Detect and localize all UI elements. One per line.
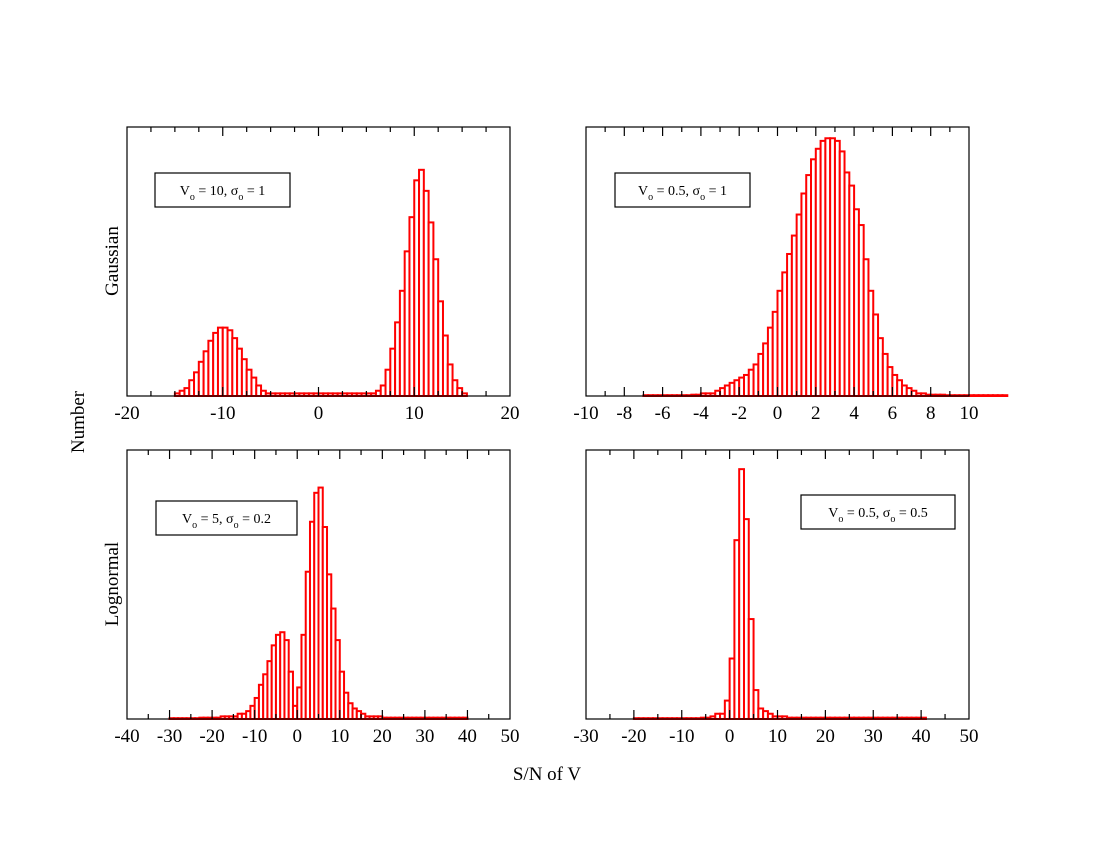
annotation-text: Vo = 5, σo = 0.2 bbox=[182, 512, 271, 531]
x-tick-label: 40 bbox=[912, 726, 931, 747]
x-tick-label: 10 bbox=[330, 726, 349, 747]
annotation-text: Vo = 10, σo = 1 bbox=[180, 184, 265, 203]
histogram-bar bbox=[1001, 394, 1009, 397]
x-tick-label: 40 bbox=[458, 726, 477, 747]
x-tick-label: -10 bbox=[242, 726, 267, 747]
histogram bbox=[632, 468, 927, 721]
annotation-box: Vo = 0.5, σo = 1 bbox=[614, 172, 751, 208]
x-tick-label: -10 bbox=[669, 726, 694, 747]
x-ticks bbox=[147, 450, 490, 719]
y-axis-title: Number bbox=[68, 390, 89, 453]
x-tick-label: 10 bbox=[960, 403, 979, 424]
x-tick-label: 50 bbox=[501, 726, 520, 747]
plot-frame bbox=[126, 126, 511, 397]
annotation-frame bbox=[614, 172, 751, 208]
annotation-box: Vo = 5, σo = 0.2 bbox=[155, 500, 298, 536]
x-tick-label: -8 bbox=[616, 403, 632, 424]
annotation-box: Vo = 10, σo = 1 bbox=[154, 172, 291, 208]
annotation-frame bbox=[800, 494, 956, 530]
panel-gaussian-right: -10 -8 -6 -4 -2 0 2 4 6 8 10 Vo = 0.5, σo = 1 bbox=[573, 126, 1009, 424]
x-tick-label: -10 bbox=[210, 403, 235, 424]
panel-lognormal-left: -40 -30 -20 -10 0 10 20 30 40 50 Vo = 5, σo = 0.2 bbox=[114, 449, 520, 747]
x-tick-label: 4 bbox=[849, 403, 859, 424]
x-tick-label: -4 bbox=[693, 403, 709, 424]
x-tick-label: -20 bbox=[114, 403, 139, 424]
x-ticks bbox=[609, 450, 946, 719]
x-tick-label: -20 bbox=[621, 726, 646, 747]
x-tick-label: -10 bbox=[573, 403, 598, 424]
x-tick-label: 0 bbox=[292, 726, 302, 747]
annotation-frame bbox=[154, 172, 291, 208]
panel-lognormal-right: -30 -20 -10 0 10 20 30 40 50 Vo = 0.5, σo = 0.5 bbox=[573, 449, 979, 747]
x-tick-label: 6 bbox=[888, 403, 898, 424]
x-axis-title: S/N of V bbox=[513, 764, 582, 785]
annotation-text: Vo = 0.5, σo = 0.5 bbox=[828, 506, 927, 525]
x-tick-label: 10 bbox=[405, 403, 424, 424]
x-tick-label: 30 bbox=[415, 726, 434, 747]
x-tick-label: 0 bbox=[773, 403, 783, 424]
row-label-lognormal: Lognormal bbox=[102, 542, 123, 626]
plot-frame bbox=[585, 449, 970, 720]
annotation-text: Vo = 0.5, σo = 1 bbox=[638, 184, 727, 203]
x-tick-label: -40 bbox=[114, 726, 139, 747]
x-tick-label: 8 bbox=[926, 403, 936, 424]
x-ticks bbox=[604, 127, 951, 396]
x-tick-label: -2 bbox=[731, 403, 747, 424]
x-tick-label: 20 bbox=[373, 726, 392, 747]
x-tick-label: -20 bbox=[199, 726, 224, 747]
x-tick-label: 30 bbox=[864, 726, 883, 747]
x-tick-label: 20 bbox=[816, 726, 835, 747]
x-tick-label: 2 bbox=[811, 403, 821, 424]
row-label-gaussian: Gaussian bbox=[102, 226, 123, 296]
x-tick-label: 50 bbox=[960, 726, 979, 747]
annotation-box: Vo = 0.5, σo = 0.5 bbox=[800, 494, 956, 530]
x-tick-label: -6 bbox=[655, 403, 671, 424]
x-tick-label: 10 bbox=[768, 726, 787, 747]
x-tick-label: -30 bbox=[157, 726, 182, 747]
panel-gaussian-left: -20 -10 0 10 20 Vo = 10, σo = 1 bbox=[114, 126, 520, 424]
x-tick-label: 0 bbox=[314, 403, 324, 424]
x-tick-label: -30 bbox=[573, 726, 598, 747]
x-tick-label: 20 bbox=[501, 403, 520, 424]
x-ticks bbox=[150, 127, 487, 396]
histogram bbox=[173, 168, 468, 398]
annotation-frame bbox=[155, 500, 298, 536]
x-tick-label: 0 bbox=[725, 726, 735, 747]
